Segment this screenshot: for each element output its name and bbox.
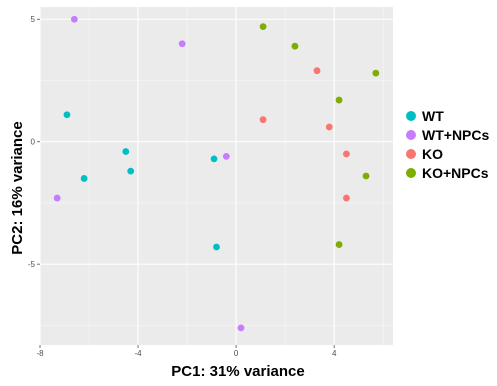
data-points	[53, 15, 380, 332]
x-axis-title: PC1: 31% variance	[171, 363, 304, 380]
legend-key-ko	[406, 149, 416, 159]
point-ko-npcs	[335, 241, 343, 248]
x-tick-label: 0	[234, 349, 239, 358]
legend-key-wt	[406, 111, 416, 121]
y-tick-label: 5	[31, 15, 36, 24]
point-wt	[63, 111, 71, 119]
point-wt-npcs	[222, 153, 230, 160]
point-wt	[213, 243, 220, 251]
point-ko-npcs	[372, 69, 380, 77]
x-axis-ticks: -8 -4 0 4	[36, 345, 337, 358]
point-wt	[210, 155, 218, 163]
point-wt	[127, 167, 135, 175]
minor-gridlines	[40, 7, 393, 345]
point-wt	[80, 175, 88, 182]
legend-label-wt-npcs: WT+NPCs	[422, 127, 490, 143]
point-wt-npcs	[70, 15, 78, 23]
point-ko	[343, 150, 350, 158]
y-tick-label: 0	[31, 138, 36, 147]
point-ko-npcs	[259, 23, 267, 30]
legend-key-ko-npcs	[406, 168, 416, 178]
point-ko	[259, 116, 267, 124]
y-tick-label: -5	[28, 260, 36, 269]
legend-key-wt-npcs	[406, 130, 416, 140]
x-tick-label: 4	[332, 349, 337, 358]
point-ko-npcs	[291, 42, 299, 50]
point-ko-npcs	[362, 172, 370, 180]
x-tick-label: -4	[134, 349, 142, 358]
point-wt-npcs	[237, 324, 245, 332]
plot-panel	[40, 7, 393, 345]
y-axis-title: PC2: 16% variance	[9, 121, 26, 254]
y-axis-ticks: -5 0 5	[28, 15, 40, 269]
point-wt	[122, 148, 130, 155]
x-tick-label: -8	[36, 349, 44, 358]
point-ko	[343, 194, 350, 202]
legend-label-wt: WT	[422, 108, 444, 124]
legend-label-ko-npcs: KO+NPCs	[422, 165, 489, 181]
major-gridlines	[39, 7, 393, 345]
point-wt-npcs	[178, 40, 186, 48]
legend: WT WT+NPCs KO KO+NPCs	[406, 108, 490, 181]
point-ko-npcs	[335, 96, 343, 104]
point-ko	[313, 67, 321, 75]
point-ko	[325, 123, 333, 131]
point-wt-npcs	[53, 194, 61, 202]
legend-label-ko: KO	[422, 146, 443, 162]
